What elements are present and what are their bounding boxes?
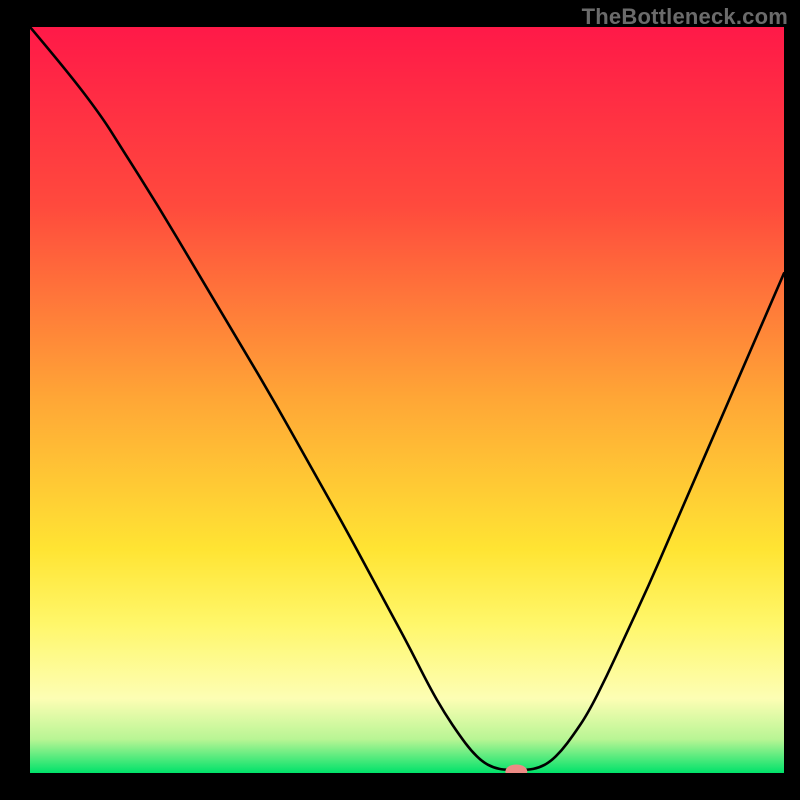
optimal-point-marker xyxy=(505,765,527,773)
plot-area xyxy=(30,27,784,773)
chart-container: TheBottleneck.com xyxy=(0,0,800,800)
curve-overlay xyxy=(30,27,784,773)
watermark-text: TheBottleneck.com xyxy=(582,4,788,30)
bottleneck-curve xyxy=(30,27,784,770)
